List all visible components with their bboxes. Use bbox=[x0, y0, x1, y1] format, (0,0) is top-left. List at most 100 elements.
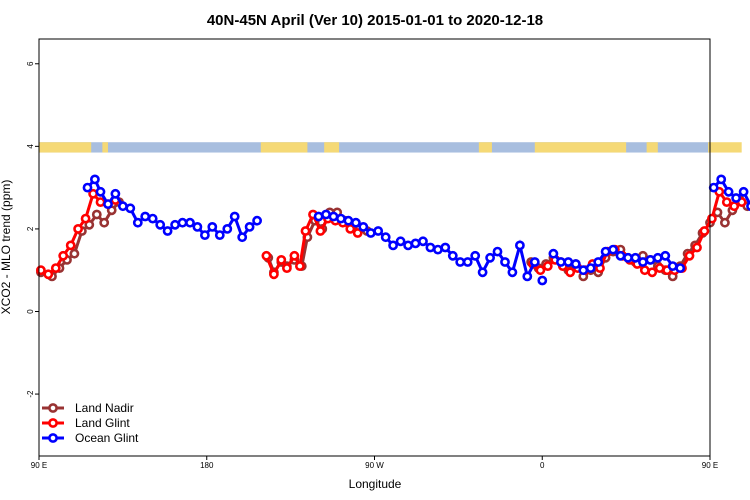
data-point bbox=[162, 226, 173, 236]
data-point bbox=[593, 257, 604, 267]
data-point bbox=[615, 250, 626, 261]
land-band-segment bbox=[478, 142, 492, 153]
x-tick-label: 0 bbox=[540, 461, 545, 470]
data-point bbox=[660, 250, 671, 261]
data-point bbox=[716, 174, 727, 185]
data-point bbox=[470, 250, 481, 261]
data-point bbox=[36, 265, 46, 276]
data-point bbox=[537, 275, 548, 286]
data-point bbox=[207, 221, 218, 232]
data-point bbox=[563, 257, 574, 267]
legend-item: Ocean Glint bbox=[42, 431, 139, 445]
data-point bbox=[58, 250, 69, 261]
legend-marker bbox=[48, 433, 58, 443]
x-tick-label: 90 E bbox=[31, 461, 47, 470]
y-tick-label: 4 bbox=[26, 144, 35, 149]
x-axis: 90 E 180 90 W 0 90 E bbox=[31, 456, 718, 470]
data-point bbox=[281, 263, 292, 273]
data-point bbox=[492, 246, 503, 257]
y-tick-label: 0 bbox=[26, 309, 35, 314]
y-axis-label: XCO2 - MLO trend (ppm) bbox=[0, 180, 13, 315]
data-point bbox=[608, 244, 618, 255]
land-band-segment bbox=[708, 142, 742, 153]
data-point bbox=[95, 186, 106, 197]
data-point bbox=[147, 213, 158, 224]
data-point bbox=[95, 197, 106, 207]
data-point bbox=[90, 174, 100, 185]
data-point bbox=[455, 257, 466, 267]
chart-title: 40N-45N April (Ver 10) 2015-01-01 to 202… bbox=[207, 12, 543, 29]
data-point bbox=[410, 238, 421, 249]
land-band-segment bbox=[39, 142, 92, 153]
data-point bbox=[542, 261, 553, 271]
data-point bbox=[746, 201, 750, 211]
data-point bbox=[82, 182, 93, 193]
data-point bbox=[565, 267, 576, 278]
data-point bbox=[380, 232, 391, 243]
x-tick-label: 180 bbox=[200, 461, 214, 470]
data-point bbox=[350, 217, 361, 228]
land-band-segment bbox=[324, 142, 340, 153]
legend-item: Land Nadir bbox=[42, 401, 134, 415]
data-point bbox=[652, 252, 663, 263]
data-point bbox=[155, 219, 166, 230]
land-ocean-band bbox=[39, 142, 742, 153]
data-point bbox=[738, 186, 749, 197]
data-point bbox=[222, 223, 233, 234]
data-point bbox=[418, 236, 428, 247]
data-point bbox=[43, 269, 54, 280]
data-point bbox=[425, 242, 436, 253]
data-point bbox=[684, 250, 695, 261]
legend-label: Land Glint bbox=[75, 416, 130, 430]
data-point bbox=[177, 217, 188, 228]
x-tick-label: 90 E bbox=[702, 461, 718, 470]
data-point bbox=[720, 217, 730, 228]
data-point bbox=[335, 213, 346, 224]
data-point bbox=[723, 186, 734, 197]
data-point bbox=[585, 263, 596, 273]
y-tick-label: 6 bbox=[26, 61, 35, 66]
data-point bbox=[237, 232, 248, 243]
data-point bbox=[477, 267, 488, 278]
y-tick-label: -2 bbox=[26, 390, 35, 398]
data-point bbox=[388, 240, 398, 251]
legend-label: Ocean Glint bbox=[75, 431, 139, 445]
data-point bbox=[373, 226, 384, 236]
land-band-segment bbox=[534, 142, 627, 153]
data-point bbox=[252, 215, 262, 226]
data-point bbox=[199, 230, 210, 240]
data-point bbox=[73, 223, 83, 234]
data-point bbox=[268, 269, 279, 280]
data-point bbox=[185, 217, 195, 228]
x-tick-label: 90 W bbox=[365, 461, 384, 470]
data-point bbox=[343, 215, 354, 226]
data-point bbox=[352, 228, 363, 238]
data-point bbox=[140, 211, 151, 222]
series-ocean-glint bbox=[82, 174, 750, 286]
data-point bbox=[708, 182, 719, 193]
data-point bbox=[99, 217, 110, 228]
data-point bbox=[294, 261, 305, 271]
data-point bbox=[358, 221, 369, 232]
data-point bbox=[65, 240, 76, 251]
data-point bbox=[630, 252, 641, 263]
data-point bbox=[447, 250, 458, 261]
data-point bbox=[80, 213, 91, 224]
legend-label: Land Nadir bbox=[75, 401, 134, 415]
data-point bbox=[244, 221, 255, 232]
data-point bbox=[403, 240, 413, 251]
data-point bbox=[365, 228, 376, 238]
data-point bbox=[721, 197, 732, 207]
data-point bbox=[315, 226, 326, 236]
data-point bbox=[535, 265, 546, 276]
data-point bbox=[50, 263, 61, 273]
data-point bbox=[103, 199, 113, 209]
legend-marker bbox=[48, 418, 58, 428]
data-point bbox=[570, 259, 581, 269]
plot-series bbox=[36, 174, 750, 286]
y-axis: -2 0 2 4 6 bbox=[26, 61, 39, 398]
data-point bbox=[289, 250, 300, 261]
data-point bbox=[110, 188, 121, 199]
